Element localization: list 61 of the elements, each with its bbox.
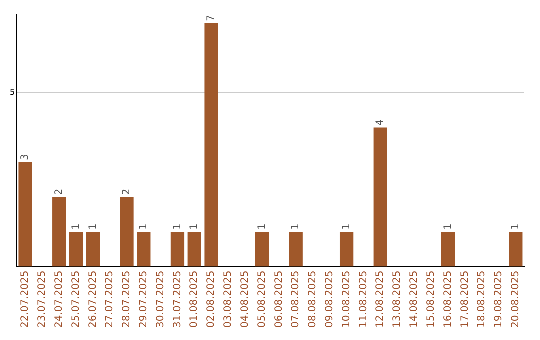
bar	[340, 232, 354, 267]
data-label: 1	[88, 224, 99, 230]
data-label: 4	[375, 119, 386, 126]
bar	[137, 232, 151, 267]
x-tick-label: 20.08.2025	[510, 270, 522, 328]
x-tick-label: 06.08.2025	[274, 270, 285, 328]
x-tick-label: 24.07.2025	[54, 270, 65, 328]
data-label: 1	[341, 224, 352, 230]
x-tick-label: 14.08.2025	[409, 270, 420, 328]
bar	[509, 232, 523, 267]
data-label: 1	[172, 224, 184, 230]
x-tick-label: 02.08.2025	[206, 270, 218, 328]
x-tick-label: 28.07.2025	[122, 270, 133, 328]
bar	[86, 232, 100, 267]
x-tick-label: 25.07.2025	[70, 270, 82, 328]
bar	[170, 232, 185, 267]
data-label: 1	[290, 224, 302, 230]
x-tick-label: 01.08.2025	[189, 270, 200, 328]
x-tick-label: 08.08.2025	[308, 270, 319, 328]
x-tick-label: 17.08.2025	[460, 270, 471, 328]
x-tick-label: 23.07.2025	[37, 270, 48, 328]
x-tick-label: 31.07.2025	[172, 270, 184, 328]
x-tick-label: 18.08.2025	[476, 270, 488, 328]
data-label: 2	[54, 188, 65, 196]
x-tick-label: 27.07.2025	[104, 270, 116, 328]
bar	[120, 197, 134, 267]
x-tick-label: 09.08.2025	[324, 270, 336, 328]
data-label: 3	[20, 154, 32, 160]
x-tick-label: 16.08.2025	[442, 270, 454, 328]
x-tick-label: 03.08.2025	[223, 270, 234, 328]
x-tick-label: 04.08.2025	[240, 270, 251, 328]
x-tick-label: 30.07.2025	[155, 270, 166, 328]
x-tick-label: 22.07.2025	[20, 270, 32, 328]
data-label: 1	[510, 224, 522, 230]
x-tick-label: 19.08.2025	[494, 270, 505, 328]
bar	[289, 232, 303, 267]
y-tick-label: 5	[10, 88, 16, 98]
x-tick-label: 15.08.2025	[426, 270, 437, 328]
bar	[69, 232, 84, 267]
bar	[204, 23, 218, 267]
x-tick-label: 12.08.2025	[375, 270, 386, 328]
data-label: 1	[189, 224, 200, 230]
data-label: 1	[138, 224, 150, 230]
x-tick-label: 29.07.2025	[138, 270, 150, 328]
bar	[441, 232, 456, 267]
bar	[52, 197, 66, 267]
x-tick-label: 10.08.2025	[341, 270, 352, 328]
data-label: 1	[256, 224, 268, 230]
x-tick-label: 07.08.2025	[290, 270, 302, 328]
bar	[188, 232, 202, 267]
bar	[255, 232, 270, 267]
x-tick-label: 13.08.2025	[392, 270, 404, 328]
x-tick-label: 26.07.2025	[88, 270, 99, 328]
data-label: 2	[122, 188, 133, 196]
data-label: 7	[206, 15, 218, 22]
bar	[18, 162, 32, 267]
data-label: 1	[70, 224, 82, 230]
data-label: 1	[442, 224, 454, 230]
bar	[374, 128, 388, 267]
x-tick-label: 11.08.2025	[358, 270, 370, 328]
x-tick-label: 05.08.2025	[256, 270, 268, 328]
